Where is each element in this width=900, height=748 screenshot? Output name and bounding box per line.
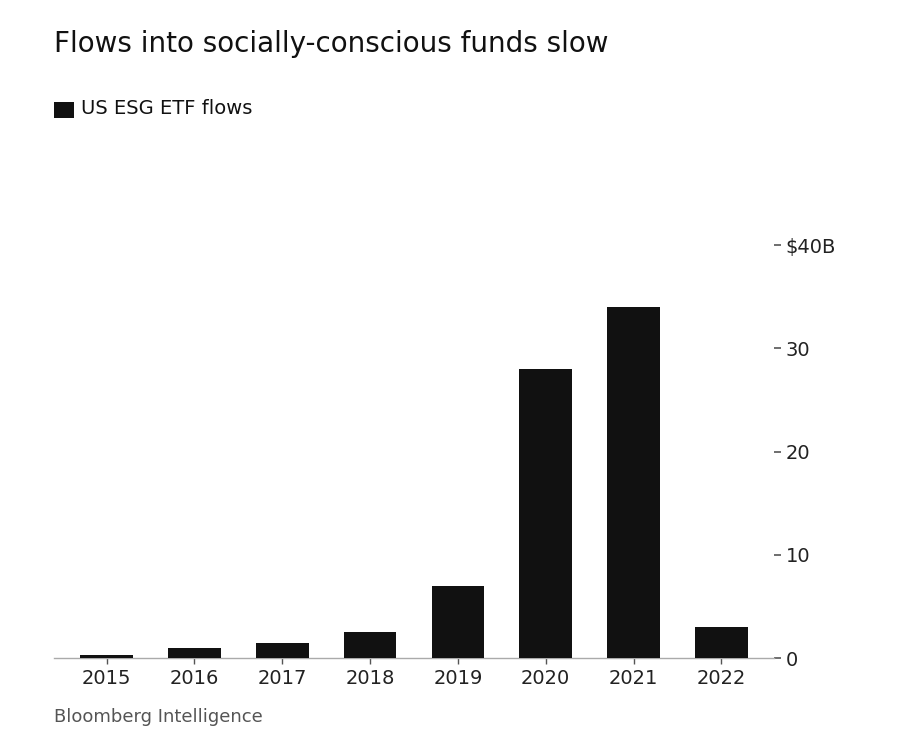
Bar: [432, 586, 484, 658]
Bar: [344, 632, 396, 658]
Text: US ESG ETF flows: US ESG ETF flows: [81, 99, 252, 118]
Bar: [608, 307, 660, 658]
Text: Flows into socially-conscious funds slow: Flows into socially-conscious funds slow: [54, 30, 608, 58]
Bar: [519, 369, 572, 658]
Bar: [168, 648, 220, 658]
Bar: [695, 628, 748, 658]
Bar: [80, 655, 133, 658]
Text: Bloomberg Intelligence: Bloomberg Intelligence: [54, 708, 263, 726]
Bar: [256, 643, 309, 658]
